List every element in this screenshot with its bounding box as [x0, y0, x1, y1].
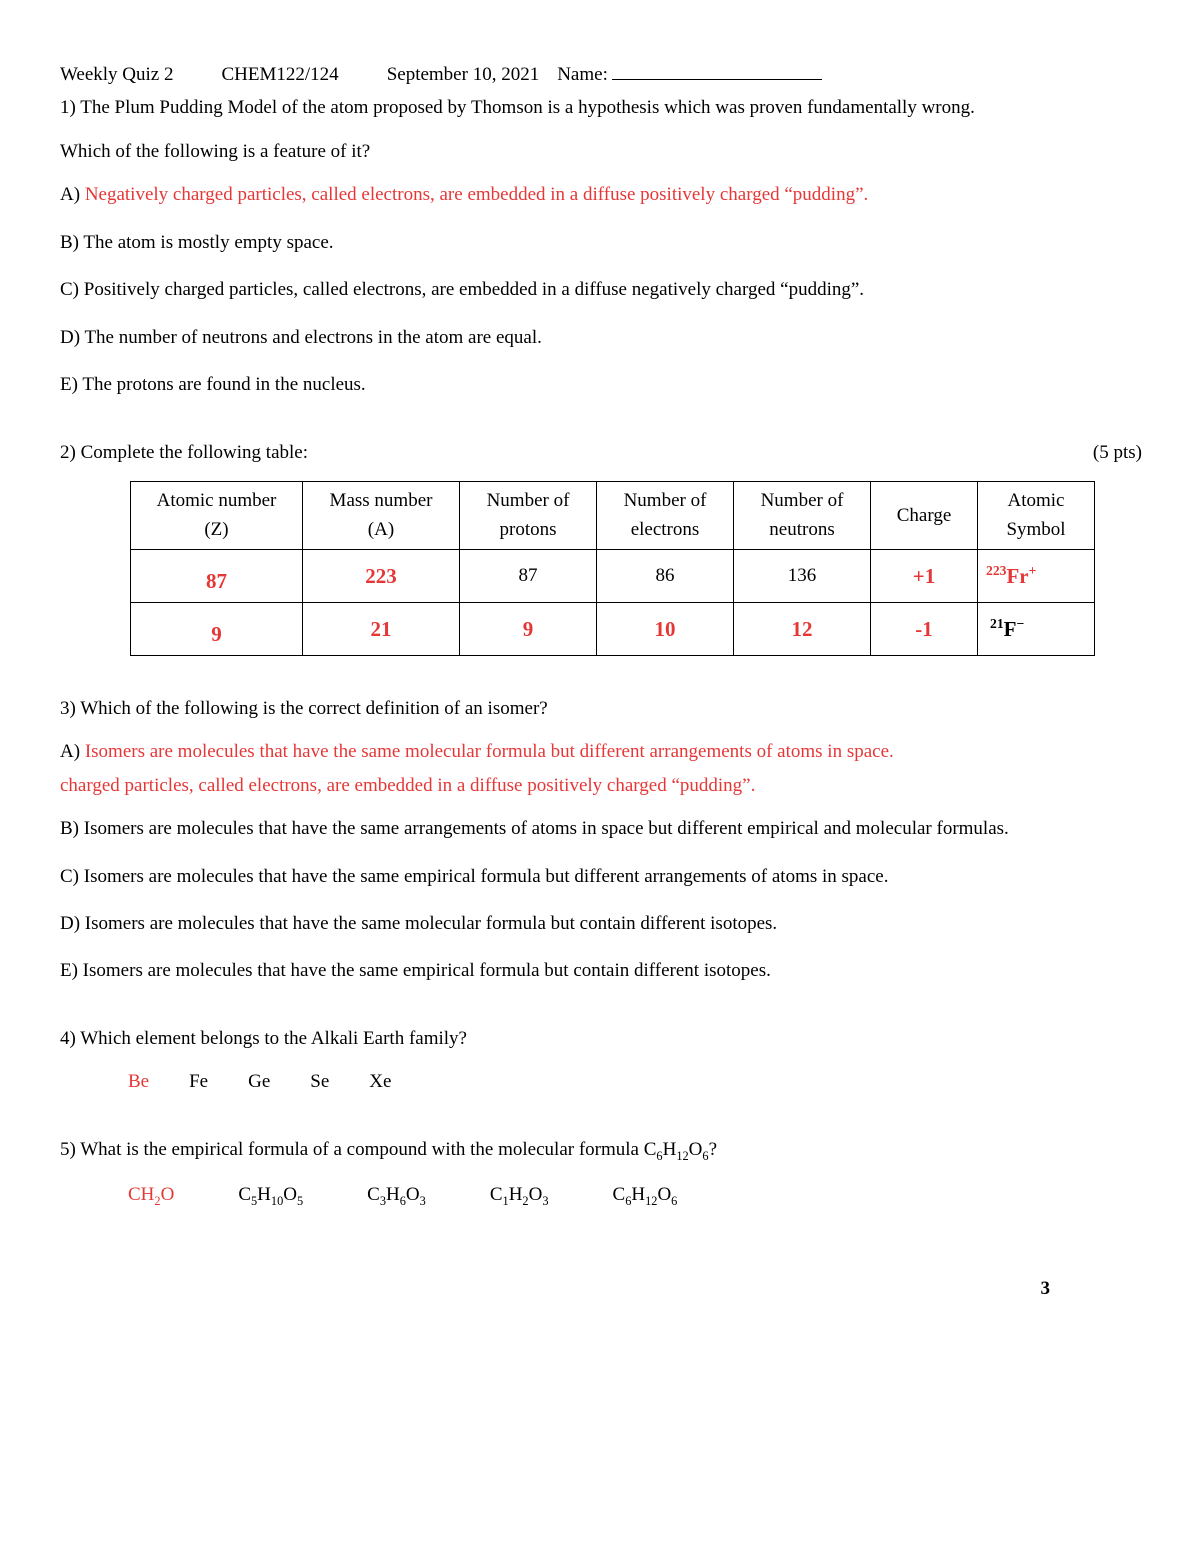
r1-c: +1 [871, 549, 978, 602]
q5-opt-1: C5H10O5 [238, 1180, 303, 1211]
quiz-date: September 10, 2021 [387, 60, 540, 89]
table-row: 87 223 87 86 136 +1 223Fr+ [131, 549, 1095, 602]
q4-opt-be: Be [128, 1067, 149, 1096]
q1-option-d: D) The number of neutrons and electrons … [60, 323, 1142, 352]
r1-z: 87 [131, 549, 303, 602]
q3-option-d: D) Isomers are molecules that have the s… [60, 909, 1142, 938]
q2-stem: 2) Complete the following table: [60, 438, 308, 467]
q4-stem: 4) Which element belongs to the Alkali E… [60, 1024, 1142, 1053]
r1-n: 136 [734, 549, 871, 602]
r2-z: 9 [131, 602, 303, 655]
q3-option-b: B) Isomers are molecules that have the s… [60, 814, 1142, 843]
name-label: Name: [557, 60, 608, 89]
q5-stem: 5) What is the empirical formula of a co… [60, 1135, 1142, 1166]
th-z: Atomic number(Z) [131, 481, 303, 549]
q5-options: CH2O C5H10O5 C3H6O3 C1H2O3 C6H12O6 [128, 1180, 1142, 1211]
q3-stem: 3) Which of the following is the correct… [60, 694, 1142, 723]
q2-table-wrap: Atomic number(Z) Mass number(A) Number o… [130, 481, 1142, 656]
th-n: Number ofneutrons [734, 481, 871, 549]
q1-option-a: A) Negatively charged particles, called … [60, 180, 1142, 209]
quiz-page: Weekly Quiz 2 CHEM122/124 September 10, … [0, 0, 1200, 1553]
th-e: Number ofelectrons [597, 481, 734, 549]
q3-option-c: C) Isomers are molecules that have the s… [60, 862, 1142, 891]
course-code: CHEM122/124 [222, 60, 339, 89]
q4-opt-se: Se [310, 1067, 329, 1096]
q5-opt-0: CH2O [128, 1180, 174, 1211]
q4-opt-ge: Ge [248, 1067, 270, 1096]
q2-points: (5 pts) [1093, 438, 1142, 467]
th-a: Mass number(A) [303, 481, 460, 549]
r2-n: 12 [734, 602, 871, 655]
q3-option-e: E) Isomers are molecules that have the s… [60, 956, 1142, 985]
quiz-title: Weekly Quiz 2 [60, 60, 174, 89]
q1-option-e: E) The protons are found in the nucleus. [60, 370, 1142, 399]
table-row: 9 21 9 10 12 -1 21F− [131, 602, 1095, 655]
q3-option-a-line1: A) Isomers are molecules that have the s… [60, 737, 1142, 766]
q1-option-b: B) The atom is mostly empty space. [60, 228, 1142, 257]
q1-option-c: C) Positively charged particles, called … [60, 275, 1142, 304]
r2-e: 10 [597, 602, 734, 655]
q1-stem-2: Which of the following is a feature of i… [60, 137, 1142, 166]
table-header-row: Atomic number(Z) Mass number(A) Number o… [131, 481, 1095, 549]
name-blank[interactable] [612, 60, 822, 80]
th-p: Number ofprotons [460, 481, 597, 549]
r1-a: 223 [303, 549, 460, 602]
page-number: 3 [1041, 1274, 1051, 1303]
date-name: September 10, 2021 Name: [387, 60, 822, 89]
r1-p: 87 [460, 549, 597, 602]
r1-e: 86 [597, 549, 734, 602]
page-header: Weekly Quiz 2 CHEM122/124 September 10, … [60, 60, 1142, 89]
r2-a: 21 [303, 602, 460, 655]
r2-sym: 21F− [978, 602, 1095, 655]
q3-option-a-line2: charged particles, called electrons, are… [60, 771, 1142, 800]
r1-sym: 223Fr+ [978, 549, 1095, 602]
th-c: Charge [871, 481, 978, 549]
q1-stem-1: 1) The Plum Pudding Model of the atom pr… [60, 93, 1142, 122]
r2-c: -1 [871, 602, 978, 655]
q4-opt-xe: Xe [369, 1067, 391, 1096]
q2-table: Atomic number(Z) Mass number(A) Number o… [130, 481, 1095, 656]
th-s: AtomicSymbol [978, 481, 1095, 549]
q4-opt-fe: Fe [189, 1067, 208, 1096]
q5-opt-3: C1H2O3 [490, 1180, 549, 1211]
r2-p: 9 [460, 602, 597, 655]
q4-options: Be Fe Ge Se Xe [128, 1067, 1142, 1096]
q2-stem-row: 2) Complete the following table: (5 pts) [60, 438, 1142, 467]
q5-opt-4: C6H12O6 [613, 1180, 678, 1211]
q5-opt-2: C3H6O3 [367, 1180, 426, 1211]
